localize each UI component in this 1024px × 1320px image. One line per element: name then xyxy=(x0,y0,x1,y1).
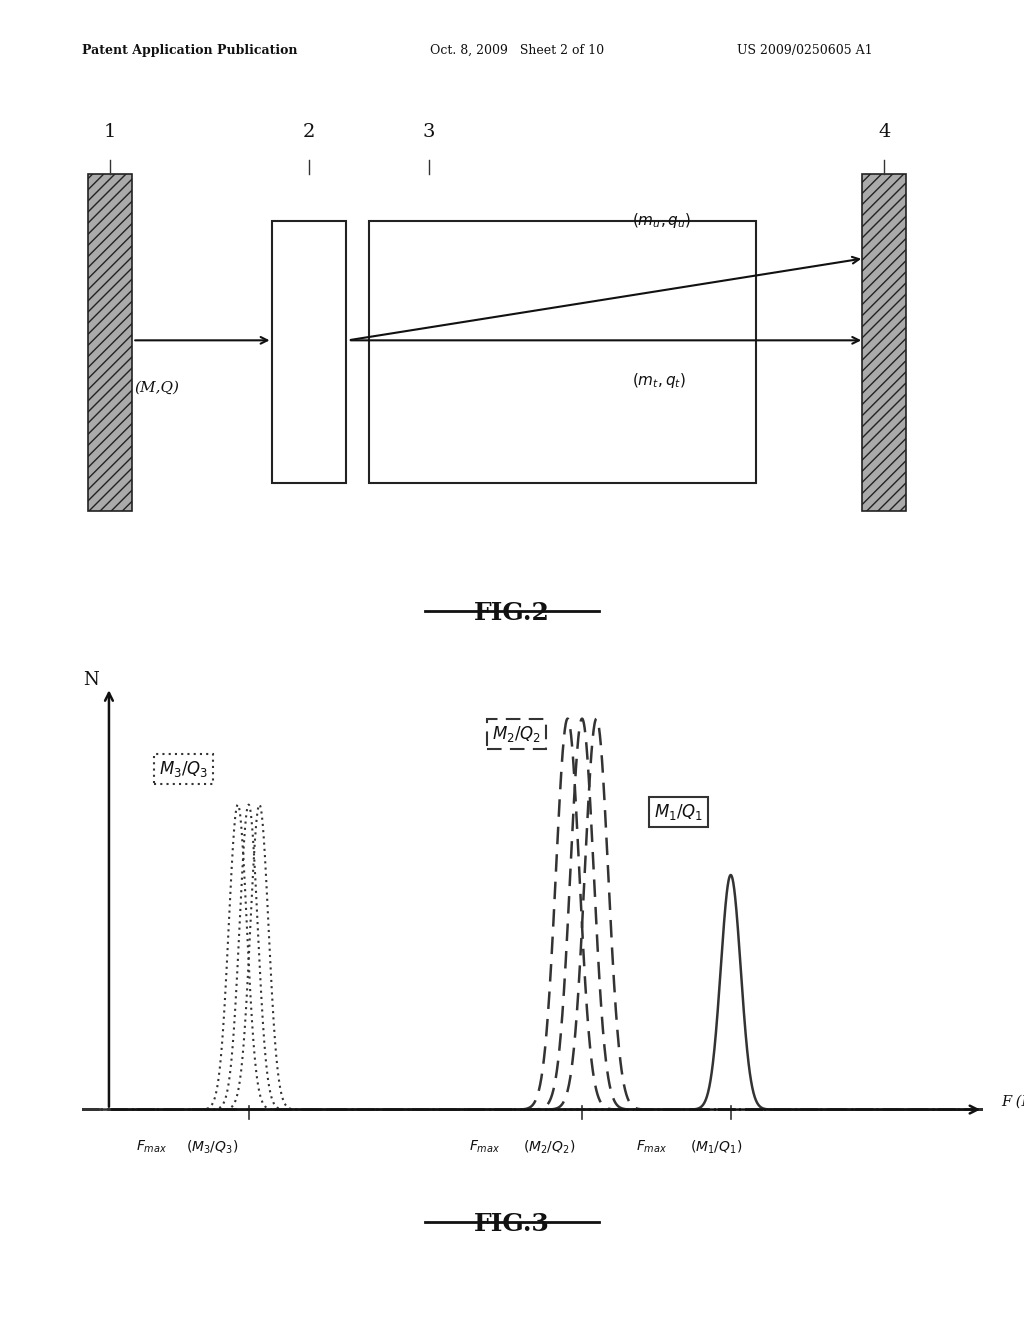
Text: $(M_2/Q_2)$: $(M_2/Q_2)$ xyxy=(523,1139,575,1156)
Text: $(m_u,q_u)$: $(m_u,q_u)$ xyxy=(632,211,691,230)
Text: $M_2/Q_2$: $M_2/Q_2$ xyxy=(492,725,541,744)
Text: $(M_1/Q_1)$: $(M_1/Q_1)$ xyxy=(690,1139,742,1156)
Bar xyxy=(369,220,756,483)
Text: $M_3/Q_3$: $M_3/Q_3$ xyxy=(159,759,208,779)
Text: 2: 2 xyxy=(303,123,315,141)
Text: $F_{max}$: $F_{max}$ xyxy=(469,1139,501,1155)
Text: $M_1/Q_1$: $M_1/Q_1$ xyxy=(654,803,703,822)
Text: $F_{max}$: $F_{max}$ xyxy=(636,1139,668,1155)
Text: $F_{max}$: $F_{max}$ xyxy=(136,1139,167,1155)
Text: F (M/Q): F (M/Q) xyxy=(1001,1094,1024,1109)
Text: $(m_t,q_t)$: $(m_t,q_t)$ xyxy=(632,371,686,389)
Text: $(M_3/Q_3)$: $(M_3/Q_3)$ xyxy=(185,1139,238,1156)
Text: Oct. 8, 2009   Sheet 2 of 10: Oct. 8, 2009 Sheet 2 of 10 xyxy=(430,44,604,57)
Text: 1: 1 xyxy=(104,123,117,141)
Text: 4: 4 xyxy=(879,123,891,141)
Bar xyxy=(862,174,906,511)
Bar xyxy=(272,220,346,483)
Text: FIG.3: FIG.3 xyxy=(474,1212,550,1236)
Text: (M,Q): (M,Q) xyxy=(134,380,179,395)
Text: FIG.2: FIG.2 xyxy=(474,601,550,624)
Bar xyxy=(88,174,132,511)
Text: N: N xyxy=(83,671,98,689)
Text: 3: 3 xyxy=(423,123,435,141)
Text: US 2009/0250605 A1: US 2009/0250605 A1 xyxy=(737,44,872,57)
Text: Patent Application Publication: Patent Application Publication xyxy=(82,44,297,57)
